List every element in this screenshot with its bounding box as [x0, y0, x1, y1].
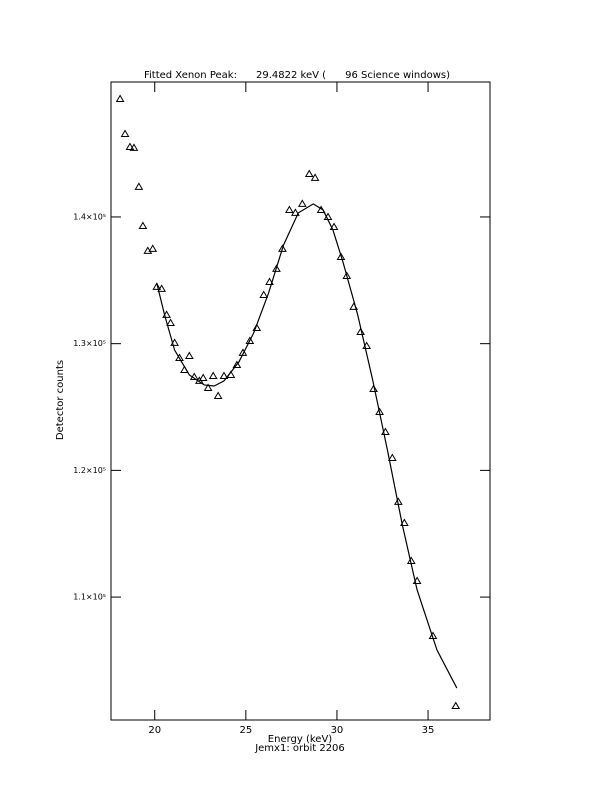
data-point	[451, 701, 461, 710]
data-point	[245, 336, 255, 345]
data-point	[291, 208, 300, 216]
y-axis-label: Detector counts	[55, 360, 66, 440]
data-point	[208, 371, 218, 379]
data-point	[166, 318, 175, 327]
data-point	[369, 384, 378, 393]
x-tick-label: 30	[331, 725, 344, 736]
data-point	[399, 518, 409, 526]
data-point	[259, 290, 269, 299]
data-point	[252, 323, 262, 331]
data-point	[387, 453, 397, 461]
fit-line	[156, 203, 458, 689]
data-point	[238, 348, 248, 356]
x-tick-label: 35	[422, 725, 435, 736]
data-point	[213, 391, 223, 399]
data-point	[232, 360, 242, 368]
data-point	[329, 222, 339, 230]
data-point	[175, 353, 184, 361]
data-point	[272, 264, 281, 272]
data-point	[219, 371, 229, 379]
data-point	[265, 277, 274, 285]
data-point	[198, 373, 208, 382]
subtitle: Jemx1: orbit 2206	[254, 743, 345, 754]
data-point	[115, 94, 125, 102]
data-point	[310, 173, 320, 181]
data-point	[184, 351, 194, 359]
plot-frame	[110, 81, 491, 721]
data-point	[356, 327, 366, 336]
chart-title: Fitted Xenon Peak: 29.4822 keV ( 96 Scie…	[144, 70, 450, 81]
data-point	[148, 244, 158, 252]
y-tick-label: 1.3×10⁵	[73, 339, 106, 348]
data-point	[203, 383, 213, 392]
x-tick-label: 20	[148, 725, 161, 736]
data-point	[342, 271, 352, 279]
data-point	[157, 284, 167, 292]
x-tick-label: 25	[239, 725, 252, 736]
data-point	[304, 169, 314, 177]
y-tick-label: 1.2×10⁵	[73, 466, 106, 475]
y-tick-label: 1.1×10⁵	[73, 593, 106, 602]
data-point	[285, 205, 294, 213]
data-point	[152, 282, 162, 290]
data-point	[129, 143, 139, 151]
x-axis-label: Energy (keV)	[268, 734, 333, 745]
data-point	[138, 221, 148, 229]
y-tick-label: 1.4×10⁵	[73, 212, 106, 221]
data-point	[125, 142, 135, 151]
data-point	[336, 252, 346, 260]
data-point	[297, 199, 307, 207]
data-point	[134, 182, 144, 190]
data-point	[278, 244, 287, 252]
data-point	[120, 129, 130, 137]
